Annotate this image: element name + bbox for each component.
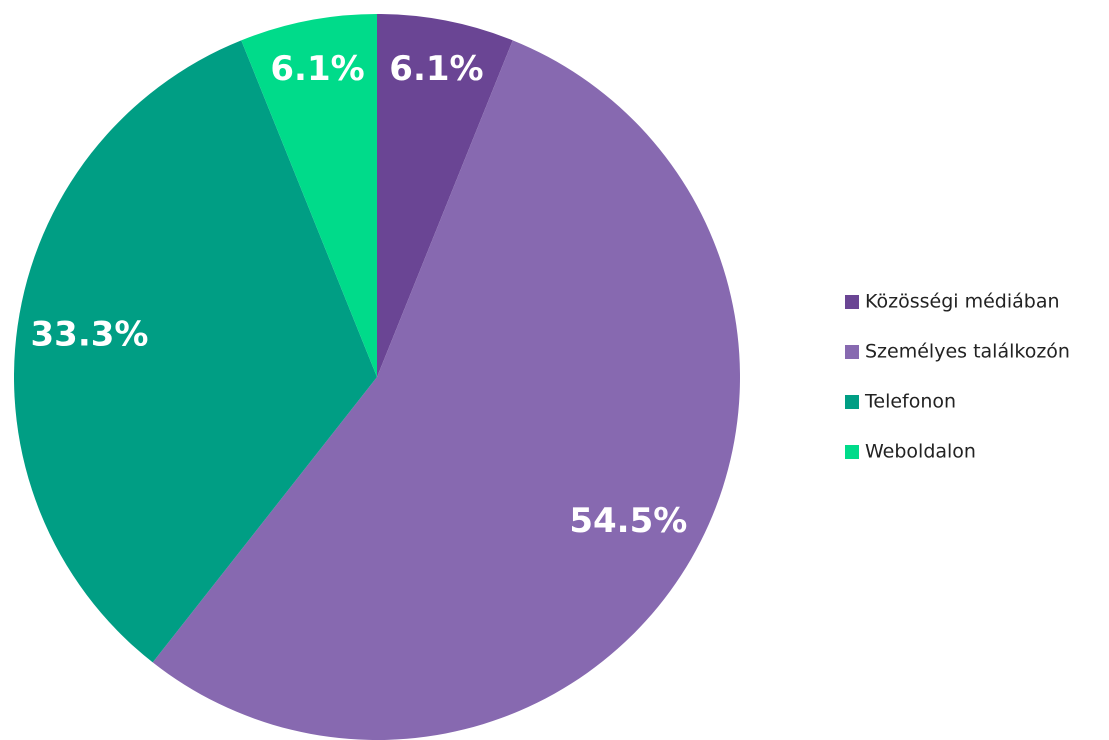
pie-slice xyxy=(13,40,377,663)
value-label: 54.5% xyxy=(569,501,687,541)
value-label: 6.1% xyxy=(270,49,364,89)
legend-label: Személyes találkozón xyxy=(865,341,1070,363)
legend-label: Weboldalon xyxy=(865,441,976,463)
legend-label: Közösségi médiában xyxy=(865,291,1060,313)
legend-swatch xyxy=(845,345,859,359)
value-label: 33.3% xyxy=(31,315,149,355)
legend-swatch xyxy=(845,295,859,309)
pie-slice xyxy=(377,14,513,377)
pie-slice xyxy=(241,13,377,377)
value-label: 6.1% xyxy=(389,49,483,89)
pie-slice xyxy=(152,40,740,740)
legend-label: Telefonon xyxy=(864,391,956,413)
legend-swatch xyxy=(845,445,859,459)
legend-swatch xyxy=(845,395,859,409)
